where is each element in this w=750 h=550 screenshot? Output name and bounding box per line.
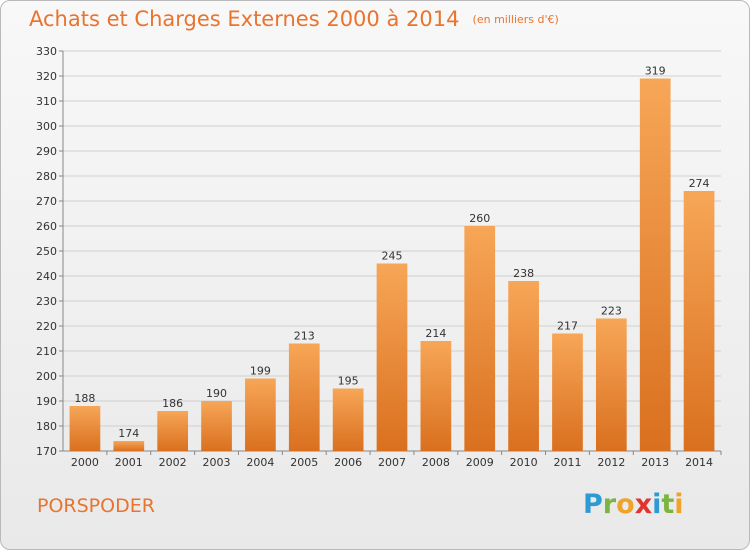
x-tick-label: 2013 xyxy=(641,456,669,469)
x-tick-label: 2012 xyxy=(597,456,625,469)
bar xyxy=(113,441,145,451)
y-tick-label: 250 xyxy=(36,245,57,258)
y-tick-label: 200 xyxy=(36,370,57,383)
bar xyxy=(508,281,539,451)
bar xyxy=(245,378,276,451)
y-tick-label: 230 xyxy=(36,295,57,308)
y-tick-label: 270 xyxy=(36,195,57,208)
place-name: PORSPODER xyxy=(37,495,155,517)
bar xyxy=(420,341,452,451)
y-tick-label: 310 xyxy=(36,95,57,108)
logo-letter: r xyxy=(602,489,617,520)
y-tick-label: 210 xyxy=(36,345,57,358)
logo-letter: P xyxy=(583,489,603,520)
logo-letter: o xyxy=(616,489,635,520)
y-tick-label: 320 xyxy=(36,70,57,83)
bar xyxy=(464,226,496,451)
bar-value-label: 238 xyxy=(513,267,534,280)
bar-value-label: 319 xyxy=(645,65,666,78)
y-tick-label: 260 xyxy=(36,220,57,233)
y-tick-label: 190 xyxy=(36,395,57,408)
bar-value-label: 214 xyxy=(425,327,446,340)
bar-value-label: 274 xyxy=(689,177,710,190)
bar xyxy=(157,411,189,451)
logo-letter: x xyxy=(634,489,653,520)
bar-value-label: 213 xyxy=(294,330,315,343)
bar xyxy=(552,333,583,451)
logo-letter: i xyxy=(674,489,684,520)
bar xyxy=(683,191,715,451)
x-tick-label: 2014 xyxy=(685,456,713,469)
x-tick-label: 2006 xyxy=(334,456,362,469)
bar-value-label: 260 xyxy=(469,212,490,225)
y-tick-label: 330 xyxy=(36,45,57,58)
y-tick-label: 290 xyxy=(36,145,57,158)
bar xyxy=(376,263,408,451)
logo-letter: t xyxy=(661,489,675,520)
y-tick-label: 240 xyxy=(36,270,57,283)
y-tick-label: 300 xyxy=(36,120,57,133)
bar-value-label: 217 xyxy=(557,320,578,333)
x-tick-label: 2000 xyxy=(71,456,99,469)
bar-value-label: 174 xyxy=(118,427,139,440)
x-tick-label: 2007 xyxy=(378,456,406,469)
bar-value-label: 199 xyxy=(250,365,271,378)
chart-subtitle: (en milliers d'€) xyxy=(472,13,559,26)
bar-value-label: 190 xyxy=(206,387,227,400)
bar xyxy=(288,343,320,451)
logo-letter: i xyxy=(652,489,662,520)
y-tick-label: 170 xyxy=(36,445,57,458)
x-tick-label: 2001 xyxy=(115,456,143,469)
proxiti-logo: Proxiti xyxy=(583,489,684,520)
bar-value-label: 245 xyxy=(382,250,403,263)
y-tick-label: 280 xyxy=(36,170,57,183)
chart-title-block: Achats et Charges Externes 2000 à 2014 (… xyxy=(29,7,559,31)
chart-title: Achats et Charges Externes 2000 à 2014 xyxy=(29,7,460,31)
bar xyxy=(595,318,627,451)
bar xyxy=(201,401,232,451)
x-tick-label: 2004 xyxy=(246,456,274,469)
bar-value-label: 186 xyxy=(162,397,183,410)
bar-value-label: 223 xyxy=(601,305,622,318)
bar-value-label: 195 xyxy=(338,375,359,388)
x-tick-label: 2009 xyxy=(466,456,494,469)
y-tick-label: 180 xyxy=(36,420,57,433)
x-tick-label: 2011 xyxy=(553,456,581,469)
bar xyxy=(332,388,364,451)
x-tick-label: 2003 xyxy=(203,456,231,469)
bar-value-label: 188 xyxy=(74,392,95,405)
x-tick-label: 2008 xyxy=(422,456,450,469)
x-tick-label: 2010 xyxy=(510,456,538,469)
x-tick-label: 2002 xyxy=(159,456,187,469)
bar xyxy=(69,406,101,451)
y-tick-label: 220 xyxy=(36,320,57,333)
x-tick-label: 2005 xyxy=(290,456,318,469)
bar xyxy=(639,78,671,451)
